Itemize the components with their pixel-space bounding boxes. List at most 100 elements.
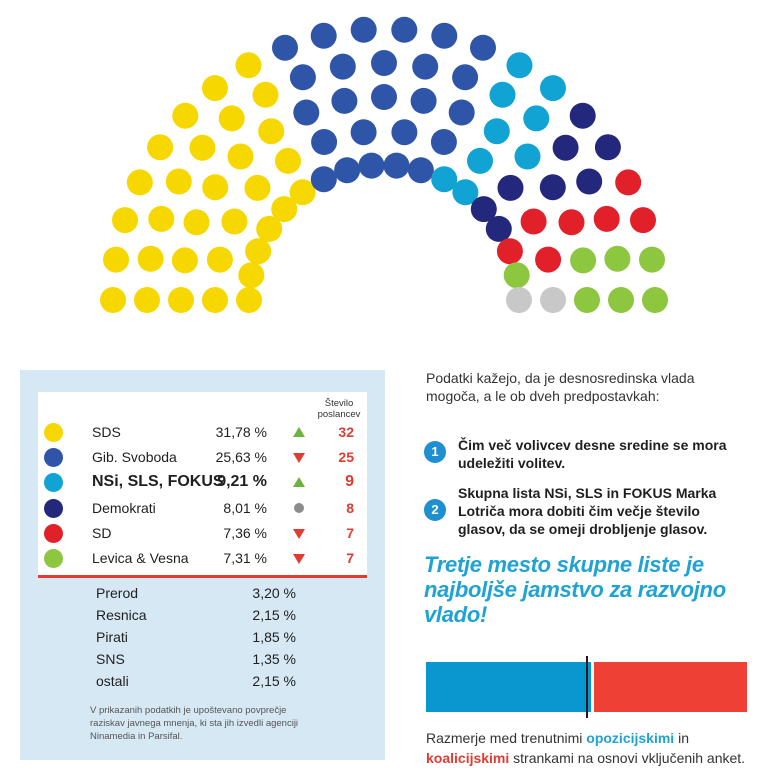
- seat-dot: [497, 174, 524, 201]
- seat-dot: [506, 52, 533, 79]
- seat-dot: [383, 152, 410, 179]
- seat-dot: [271, 196, 298, 223]
- seat-dot: [252, 81, 279, 108]
- party-seat-count: 8: [346, 500, 354, 516]
- table-divider: [38, 575, 367, 578]
- seat-dot: [202, 75, 228, 102]
- seat-dot: [552, 134, 579, 161]
- results-panel: Število poslancev SDS 31,78 % 32 Gib. Svobo…: [20, 370, 385, 760]
- seat-dot: [594, 134, 621, 161]
- party-row: Levica & Vesna 7,31 % 7: [38, 546, 367, 570]
- seat-dot: [483, 118, 510, 145]
- party-row: Demokrati 8,01 % 8: [38, 496, 367, 520]
- minor-party-name: Prerod: [96, 585, 139, 601]
- seat-dot: [311, 129, 338, 155]
- seat-dot: [358, 152, 385, 179]
- party-percentage: 31,78 %: [215, 424, 267, 440]
- main-parties-table: Število poslancev SDS 31,78 % 32 Gib. Svobo…: [38, 392, 367, 578]
- seat-dot: [412, 53, 439, 80]
- seat-dot: [539, 174, 566, 201]
- seat-dot: [218, 105, 245, 132]
- condition-number-badge: 1: [424, 441, 446, 463]
- seat-dot: [293, 99, 320, 126]
- minor-party-name: SNS: [96, 651, 125, 667]
- seat-dot: [258, 118, 285, 145]
- seat-dot: [520, 208, 547, 235]
- seats-header-line2: poslancev: [317, 409, 361, 420]
- intro-text: Podatki kažejo, da je desnosredinska vla…: [426, 370, 695, 404]
- seat-dot: [593, 205, 620, 232]
- minor-party-percentage: 2,15 %: [252, 607, 296, 623]
- minor-party-percentage: 1,35 %: [252, 651, 296, 667]
- seat-dot: [642, 287, 668, 313]
- seat-dot: [172, 102, 199, 129]
- seat-dot: [410, 87, 437, 114]
- party-name: Gib. Svoboda: [92, 449, 177, 465]
- seat-dot: [514, 143, 541, 170]
- seat-dot: [615, 169, 642, 196]
- minor-party-row: ostali 2,15 %: [96, 670, 296, 692]
- seat-dot: [112, 207, 138, 234]
- caption-coalition-keyword: koalicijskimi: [426, 750, 510, 766]
- seat-dot: [103, 246, 129, 273]
- party-name: NSi, SLS, FOKUS: [92, 473, 224, 490]
- seat-dot: [608, 287, 634, 313]
- minor-party-row: Prerod 3,20 %: [96, 582, 296, 604]
- seat-dot: [485, 215, 512, 242]
- party-percentage: 8,01 %: [223, 500, 267, 516]
- seat-dot: [431, 22, 458, 49]
- seat-dot: [206, 246, 233, 273]
- party-color-dot: [44, 448, 63, 467]
- party-row: NSi, SLS, FOKUS 9,21 % 9: [38, 470, 367, 494]
- trend-unchanged-icon: [292, 496, 306, 520]
- seat-dot: [171, 247, 198, 274]
- seat-dot: [221, 208, 248, 235]
- opposition-bar: [426, 662, 591, 712]
- party-name: Demokrati: [92, 500, 156, 516]
- seat-dot: [630, 207, 656, 234]
- seat-dot: [452, 64, 479, 91]
- condition-text: Čim več volivcev desne sredine se mora u…: [458, 437, 727, 471]
- seat-dot: [165, 168, 192, 195]
- seat-dot: [496, 238, 523, 265]
- seat-dot: [523, 105, 550, 132]
- trend-down-icon: [292, 546, 306, 570]
- seat-dot: [275, 147, 301, 174]
- party-seat-count: 7: [346, 525, 354, 541]
- party-name: Levica & Vesna: [92, 550, 189, 566]
- seat-dot: [506, 287, 532, 313]
- seat-dot: [202, 287, 228, 313]
- seat-dot: [147, 134, 174, 161]
- seat-dot: [489, 81, 516, 108]
- minor-party-percentage: 3,20 %: [252, 585, 296, 601]
- seat-dot: [407, 157, 434, 184]
- seats-header-line1: Število: [324, 398, 354, 409]
- seat-dot: [604, 245, 631, 272]
- party-seat-count: 7: [346, 550, 354, 566]
- seat-dot: [310, 166, 337, 193]
- trend-down-icon: [292, 445, 306, 469]
- seat-dot: [540, 287, 566, 313]
- slogan: Tretje mesto skupne liste je najboljše j…: [424, 552, 726, 627]
- seat-dot: [289, 179, 316, 206]
- seat-dot: [558, 209, 585, 236]
- seat-dot: [576, 168, 603, 195]
- minor-party-name: Resnica: [96, 607, 147, 623]
- minor-party-percentage: 2,15 %: [252, 673, 296, 689]
- seat-dot: [334, 157, 361, 184]
- seat-dot: [148, 205, 175, 232]
- party-row: SDS 31,78 % 32: [38, 420, 367, 444]
- seat-dot: [331, 87, 358, 114]
- party-color-dot: [44, 499, 63, 518]
- coalition-bar: [594, 662, 747, 712]
- seat-dot: [535, 246, 562, 273]
- seat-dot: [235, 52, 262, 79]
- seat-dot: [256, 215, 283, 242]
- seat-dot: [202, 174, 229, 201]
- party-color-dot: [44, 549, 63, 568]
- seat-dot: [430, 129, 457, 155]
- party-percentage: 25,63 %: [215, 449, 267, 465]
- seat-dot: [245, 238, 272, 265]
- seat-dot: [639, 246, 665, 273]
- party-seat-count: 9: [345, 473, 354, 490]
